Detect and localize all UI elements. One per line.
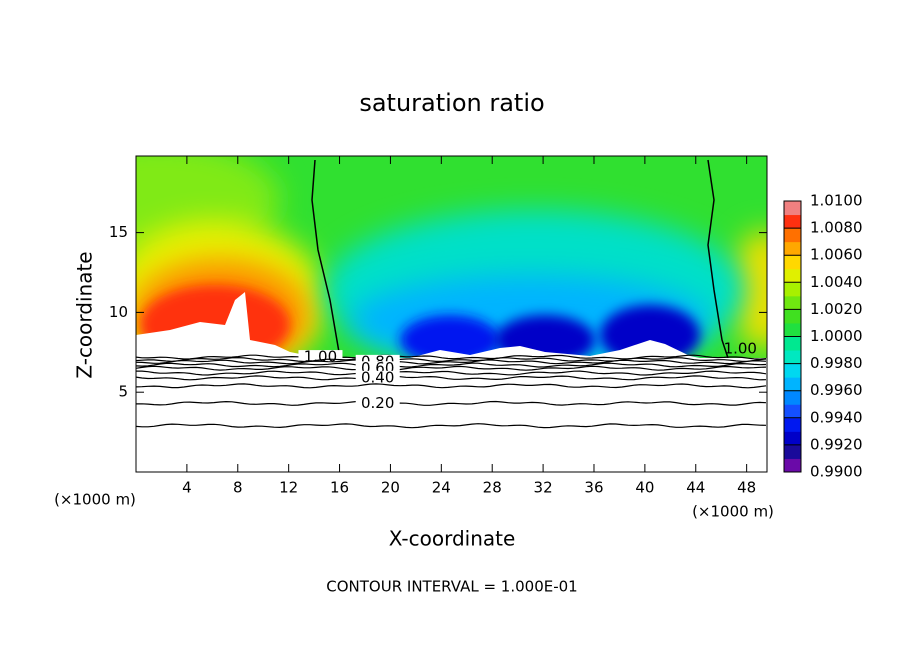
contour-line <box>135 354 767 360</box>
x-tick-label: 32 <box>534 479 553 497</box>
colorbar-tick-label: 0.9940 <box>810 408 863 426</box>
colorbar-tick-label: 0.9960 <box>810 381 863 399</box>
contour-line <box>135 365 767 371</box>
colorbar-tick-label: 0.9980 <box>810 354 863 372</box>
colorbar-band <box>784 309 801 324</box>
contour-label: 0.40 <box>361 368 394 386</box>
colorbar-band <box>784 228 801 243</box>
colorbar-band <box>784 255 801 270</box>
contour-line <box>135 400 767 406</box>
colorbar-tick-label: 1.0060 <box>810 246 863 264</box>
colorbar-band <box>784 336 801 351</box>
colorbar-band <box>784 322 801 337</box>
y-tick-label: 5 <box>118 383 128 401</box>
contour-label: 1.00 <box>724 340 757 358</box>
x-tick-label: 8 <box>233 479 243 497</box>
contour-label-bg <box>298 350 343 365</box>
contour-line <box>135 362 767 368</box>
contour-line <box>135 383 767 389</box>
x-tick-label: 44 <box>686 479 705 497</box>
colorbar-band <box>784 431 801 446</box>
colorbar-band <box>784 268 801 283</box>
x-tick-label: 4 <box>182 479 192 497</box>
contour-label-bg <box>355 370 400 385</box>
colorbar-band <box>784 350 801 365</box>
colorbar-band <box>784 390 801 405</box>
colorbar-tick-label: 1.0040 <box>810 273 863 291</box>
colorbar-tick-label: 1.0020 <box>810 300 863 318</box>
x-tick-label: 48 <box>737 479 756 497</box>
colorbar-band <box>784 282 801 297</box>
x-unit: (×1000 m) <box>692 503 774 521</box>
x-axis-label: X-coordinate <box>389 527 516 551</box>
contour-line <box>135 423 767 429</box>
colorbar-band <box>784 201 801 216</box>
colorbar-band <box>784 458 801 473</box>
colorbar-tick-label: 1.0000 <box>810 327 863 345</box>
chart-title: saturation ratio <box>359 89 544 117</box>
y-tick-label: 10 <box>109 303 128 321</box>
contour-label: 1.00 <box>304 348 337 366</box>
x-tick-label: 36 <box>584 479 603 497</box>
colorbar-band <box>784 363 801 378</box>
colorbar-band <box>784 404 801 419</box>
colorbar-band <box>784 295 801 310</box>
x-tick-label: 28 <box>483 479 502 497</box>
y-tick-label: 15 <box>109 223 128 241</box>
colorbar-tick-label: 1.0080 <box>810 219 863 237</box>
x-tick-label: 40 <box>635 479 654 497</box>
colorbar-tick-label: 1.0100 <box>810 192 863 210</box>
x-tick-label: 24 <box>432 479 451 497</box>
contour-label: 0.20 <box>361 394 394 412</box>
contour-label-bg <box>355 396 400 411</box>
colorbar-band <box>784 444 801 459</box>
y-axis-label: Z-coordinate <box>73 251 97 378</box>
x-tick-label: 16 <box>330 479 349 497</box>
colorbar-tick-label: 0.9920 <box>810 435 863 453</box>
colorbar-band <box>784 377 801 392</box>
colorbar-tick-label: 0.9900 <box>810 463 863 481</box>
field <box>136 156 767 358</box>
x-tick-label: 20 <box>381 479 400 497</box>
x-unit: (×1000 m) <box>54 491 136 509</box>
colorbar-band <box>784 214 801 229</box>
x-tick-label: 12 <box>279 479 298 497</box>
colorbar-band <box>784 417 801 432</box>
footnote: CONTOUR INTERVAL = 1.000E-01 <box>326 578 577 596</box>
contour-line <box>136 370 767 376</box>
colorbar-band <box>784 241 801 256</box>
contour-line <box>135 356 767 363</box>
contour-line <box>135 359 767 365</box>
contour-line <box>135 375 767 381</box>
plot-frame <box>135 155 768 473</box>
